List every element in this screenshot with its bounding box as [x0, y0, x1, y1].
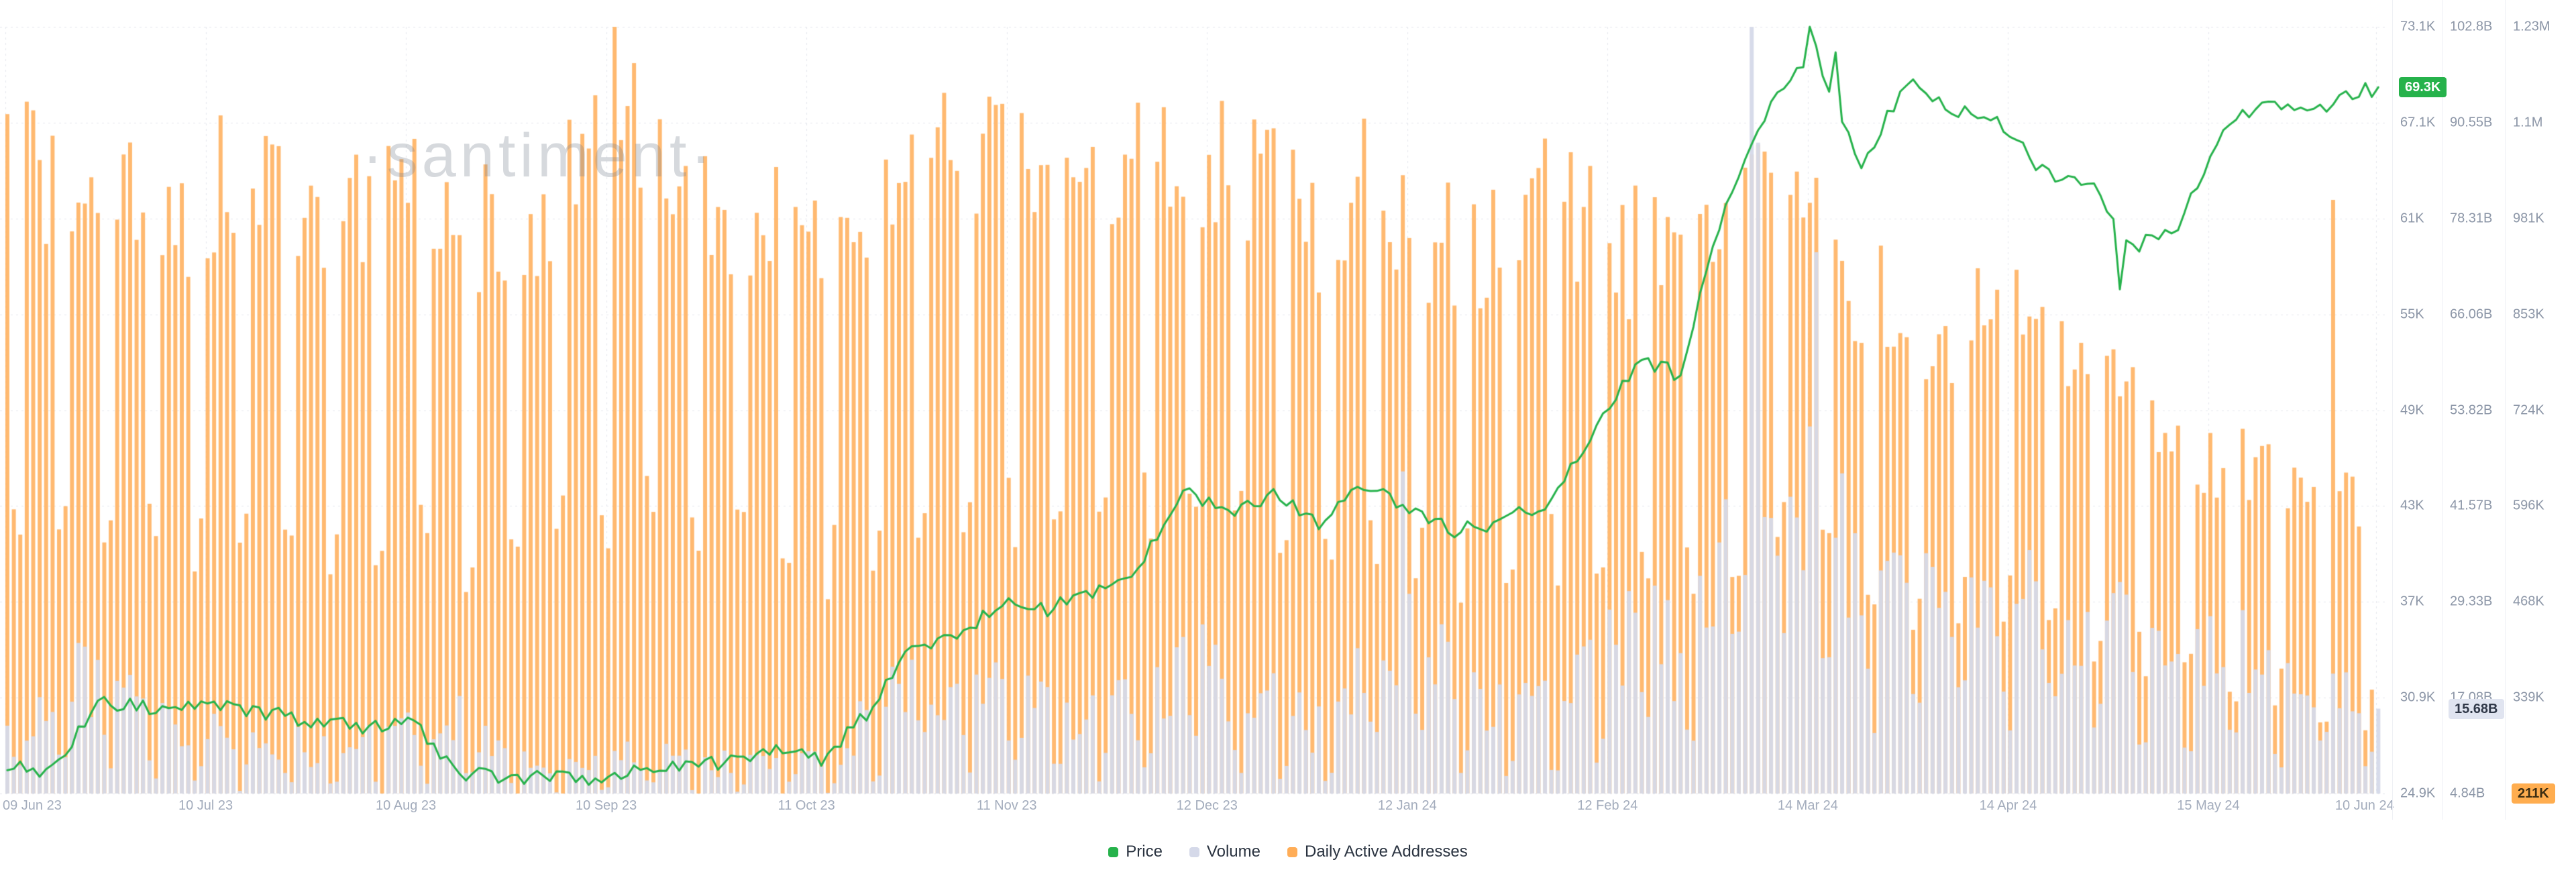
price-axis-tick-label: 67.1K: [2400, 115, 2436, 130]
volume-axis: 102.8B 90.55B 78.31B 66.06B 53.82B 41.57B 29.3…: [2450, 0, 2508, 820]
daa-current-value-badge: 211K: [2512, 783, 2555, 804]
price-axis-tick-label: 49K: [2400, 402, 2424, 417]
daa-legend-chip: [1287, 847, 1297, 857]
daily-active-addresses-axis: 1.23M 1.1M 981K 853K 724K 596K 468K 339K 211K: [2513, 0, 2571, 820]
volume-current-value-badge: 15.68B: [2449, 698, 2504, 719]
price-axis: 73.1K 67.1K 61K 55K 49K 43K 37K 30.9K 24.9K: [2400, 0, 2458, 820]
axis-separator: [2442, 0, 2443, 820]
daa-axis-tick-label: 853K: [2513, 307, 2544, 322]
price-axis-tick-label: 73.1K: [2400, 19, 2436, 34]
price-axis-tick-label: 30.9K: [2400, 690, 2436, 705]
chart-legend: Price Volume Daily Active Addresses: [0, 840, 2576, 864]
volume-axis-tick-label: 4.84B: [2450, 785, 2485, 801]
price-volume-daa-chart-canvas[interactable]: [0, 0, 2388, 820]
daa-axis-tick-label: 1.23M: [2513, 19, 2551, 34]
price-legend-chip: [1108, 847, 1119, 857]
volume-axis-tick-label: 53.82B: [2450, 402, 2493, 417]
price-axis-tick-label: 24.9K: [2400, 785, 2436, 801]
volume-axis-tick-label: 29.33B: [2450, 594, 2493, 609]
legend-item-price[interactable]: Price: [1108, 842, 1163, 861]
volume-legend-chip: [1189, 847, 1199, 857]
daa-axis-tick-label: 596K: [2513, 498, 2544, 513]
daa-axis-tick-label: 1.1M: [2513, 115, 2543, 130]
axis-separator: [2392, 0, 2393, 820]
volume-axis-tick-label: 78.31B: [2450, 211, 2493, 226]
price-axis-tick-label: 61K: [2400, 211, 2424, 226]
volume-axis-tick-label: 66.06B: [2450, 307, 2493, 322]
legend-label-daily-active-addresses: Daily Active Addresses: [1304, 842, 1468, 861]
price-current-value-badge: 69.3K: [2399, 77, 2447, 98]
daa-axis-tick-label: 339K: [2513, 690, 2544, 705]
daa-axis-tick-label: 724K: [2513, 402, 2544, 417]
legend-item-volume[interactable]: Volume: [1189, 842, 1260, 861]
legend-label-volume: Volume: [1206, 842, 1260, 861]
volume-axis-tick-label: 90.55B: [2450, 115, 2493, 130]
price-axis-tick-label: 55K: [2400, 307, 2424, 322]
volume-axis-tick-label: 102.8B: [2450, 19, 2493, 34]
legend-label-price: Price: [1126, 842, 1163, 861]
axis-separator: [2505, 0, 2506, 820]
chart-plot-area: ·santiment· 09 Jun 23 10 Jul 23 10 Aug 23 1…: [0, 0, 2394, 820]
legend-item-daily-active-addresses[interactable]: Daily Active Addresses: [1287, 842, 1468, 861]
price-axis-tick-label: 37K: [2400, 594, 2424, 609]
daa-axis-tick-label: 981K: [2513, 211, 2544, 226]
price-axis-tick-label: 43K: [2400, 498, 2424, 513]
volume-axis-tick-label: 41.57B: [2450, 498, 2493, 513]
daa-axis-tick-label: 468K: [2513, 594, 2544, 609]
